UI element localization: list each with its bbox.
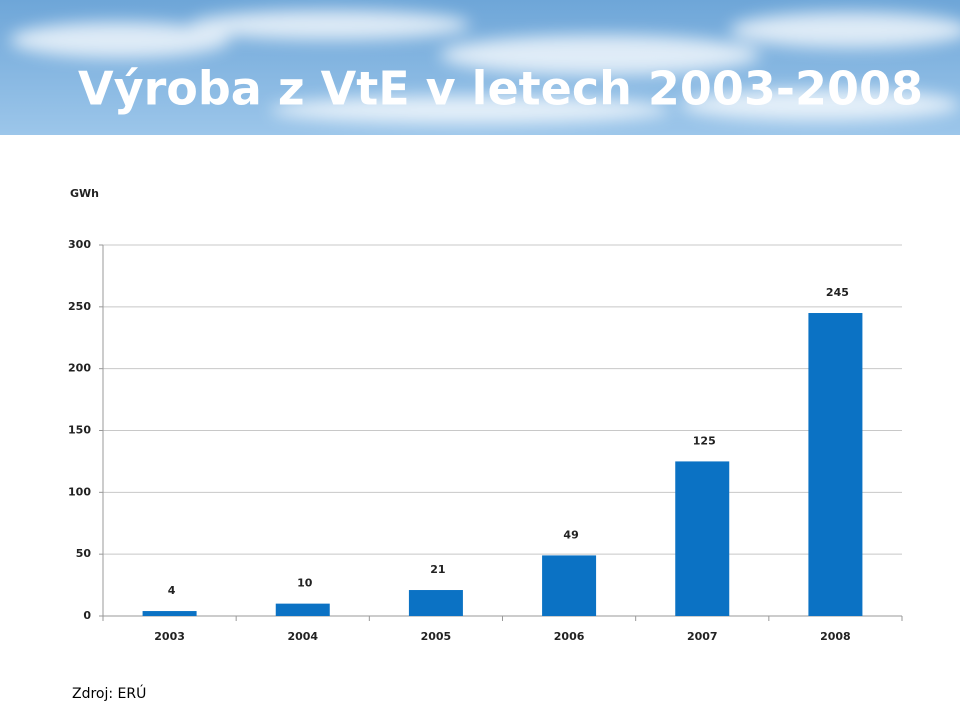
bar [675, 461, 730, 616]
y-tick-label: 50 [76, 547, 92, 560]
data-label: 125 [693, 434, 716, 447]
y-tick-label: 300 [68, 238, 91, 251]
data-label: 4 [168, 584, 176, 597]
y-axis-label: GWh [70, 187, 99, 200]
header-background [0, 0, 960, 135]
bar [275, 603, 330, 616]
data-label: 49 [563, 528, 578, 541]
x-tick-label: 2004 [287, 630, 318, 643]
x-tick-label: 2003 [154, 630, 185, 643]
y-tick-label: 250 [68, 300, 91, 313]
x-tick-label: 2006 [554, 630, 585, 643]
y-tick-label: 200 [68, 362, 91, 375]
x-tick-label: 2008 [820, 630, 851, 643]
bar [408, 590, 463, 616]
y-tick-label: 100 [68, 485, 91, 498]
source-note: Zdroj: ERÚ [72, 684, 146, 702]
y-tick-label: 150 [68, 424, 91, 437]
slide-title: Výroba z VtE v letech 2003-2008 [78, 62, 923, 116]
data-label: 245 [826, 286, 849, 299]
bar [808, 313, 863, 616]
data-label: 10 [297, 577, 313, 590]
bar [142, 611, 197, 616]
data-label: 21 [430, 563, 445, 576]
x-tick-label: 2007 [687, 630, 718, 643]
x-tick-label: 2005 [421, 630, 452, 643]
bar [542, 555, 597, 616]
y-tick-label: 0 [83, 609, 91, 622]
